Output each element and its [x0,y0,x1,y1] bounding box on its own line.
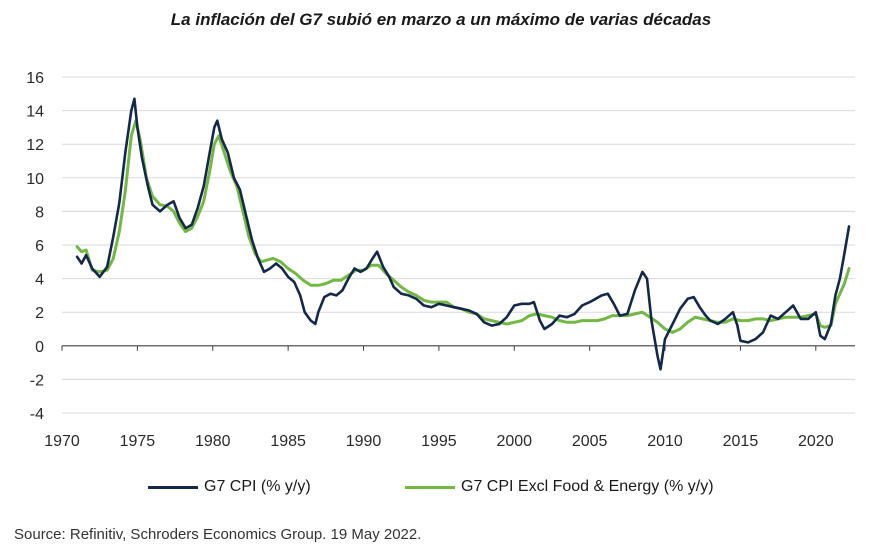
legend-item-g7-cpi: G7 CPI (% y/y) [148,478,311,496]
y-tick-label: 8 [35,204,44,221]
x-axis: 1970 1975 1980 1985 1990 1995 2000 2005 2010 2015… [44,345,855,450]
legend-swatch-g7-cpi [148,485,198,489]
series-lines [75,97,851,371]
series-line-g7-cpi [75,97,851,371]
x-tick-label: 2000 [496,433,532,450]
x-tick-label: 2010 [647,433,683,450]
x-tick-label: 1970 [44,433,80,450]
gridlines [62,76,855,414]
y-tick-label: 12 [26,137,44,154]
y-tick-label: -4 [30,406,44,423]
y-tick-label: 0 [35,339,44,356]
legend-swatch-g7-core-cpi [405,485,455,489]
y-tick-label: 4 [35,272,44,289]
y-tick-label: 10 [26,171,44,188]
y-tick-label: -2 [30,372,44,389]
chart-title: La inflación del G7 subió en marzo a un … [170,10,712,29]
legend-item-g7-core-cpi: G7 CPI Excl Food & Energy (% y/y) [405,478,714,496]
x-tick-label: 2020 [798,433,834,450]
y-tick-label: 16 [26,70,44,87]
x-tick-label: 1975 [120,433,156,450]
source-note: Source: Refinitiv, Schroders Economics G… [14,526,422,543]
y-axis-ticks: 16 14 12 10 8 6 4 2 0 -2 -4 [26,70,44,423]
x-tick-label: 1985 [270,433,306,450]
y-tick-label: 2 [35,305,44,322]
x-tick-label: 1990 [346,433,382,450]
x-tick-label: 1995 [421,433,457,450]
y-tick-label: 14 [26,104,44,121]
x-tick-label: 2005 [572,433,608,450]
x-tick-label: 2015 [723,433,759,450]
legend-label-g7-cpi: G7 CPI (% y/y) [204,478,311,495]
x-tick-label: 1980 [195,433,231,450]
legend-label-g7-core-cpi: G7 CPI Excl Food & Energy (% y/y) [461,478,714,495]
legend: G7 CPI (% y/y) G7 CPI Excl Food & Energy… [0,478,882,502]
y-tick-label: 6 [35,238,44,255]
series-line-g7-core-cpi [75,119,851,334]
